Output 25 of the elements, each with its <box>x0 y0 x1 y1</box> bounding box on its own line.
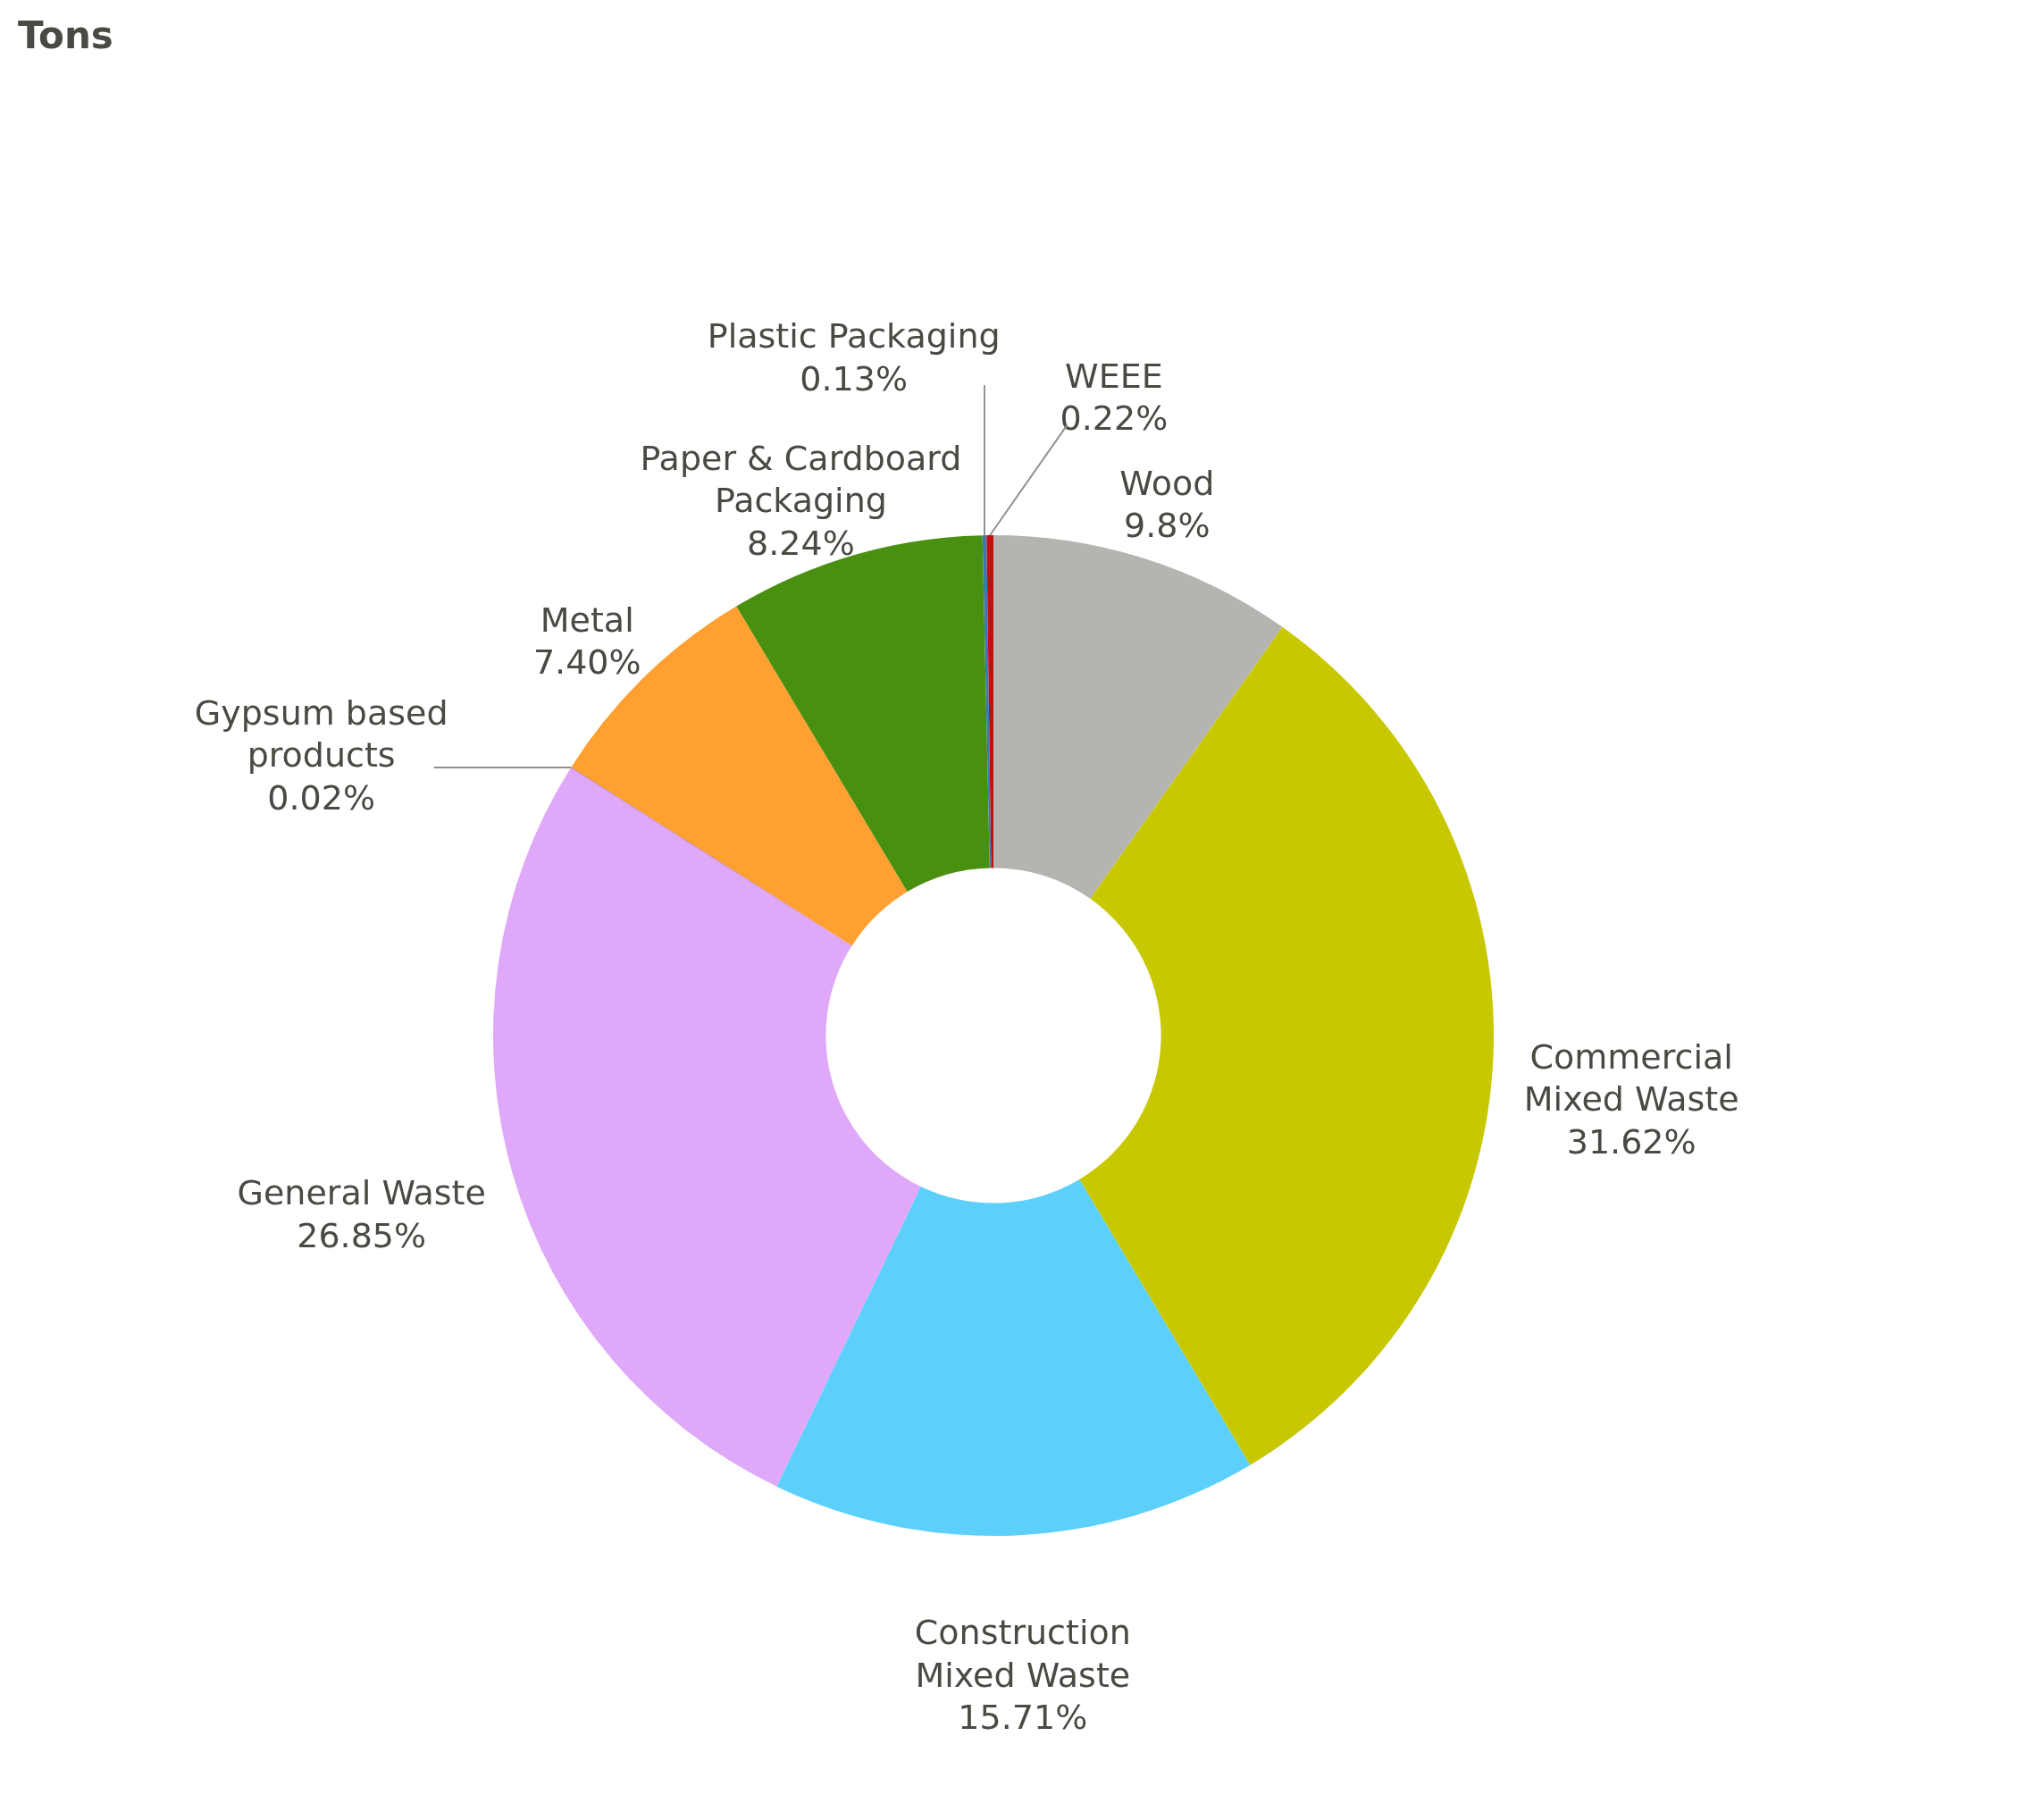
data-label: 0.02% <box>267 777 376 818</box>
data-label: 31.62% <box>1566 1122 1697 1162</box>
data-label: 15.71% <box>958 1698 1088 1738</box>
data-label: 0.13% <box>800 358 909 398</box>
data-label: 8.24% <box>747 523 855 563</box>
data-label: 26.85% <box>297 1215 427 1255</box>
slice-label: WEEE <box>1065 356 1163 396</box>
donut-slice <box>1079 626 1494 1465</box>
donut-slice <box>982 535 992 868</box>
donut-slice <box>493 767 921 1487</box>
slice-label: Construction Mixed Waste <box>914 1612 1131 1695</box>
data-label: 9.8% <box>1124 506 1211 546</box>
data-label: 7.40% <box>532 642 641 683</box>
slice-label: Metal <box>540 600 634 640</box>
donut-slice <box>776 1179 1251 1536</box>
slice-label: Wood <box>1119 463 1215 503</box>
donut-slice <box>986 535 993 868</box>
donut-slice <box>570 767 852 946</box>
slice-label: Paper & Cardboard Packaging <box>640 438 962 521</box>
slice-label: Commercial Mixed Waste <box>1523 1036 1739 1120</box>
data-label: 0.22% <box>1060 398 1169 439</box>
slice-label: Gypsum based products <box>194 692 448 776</box>
slice-label: General Waste <box>237 1173 486 1213</box>
chart-title: Tons <box>18 13 113 57</box>
slice-label: Plastic Packaging <box>707 315 1001 356</box>
